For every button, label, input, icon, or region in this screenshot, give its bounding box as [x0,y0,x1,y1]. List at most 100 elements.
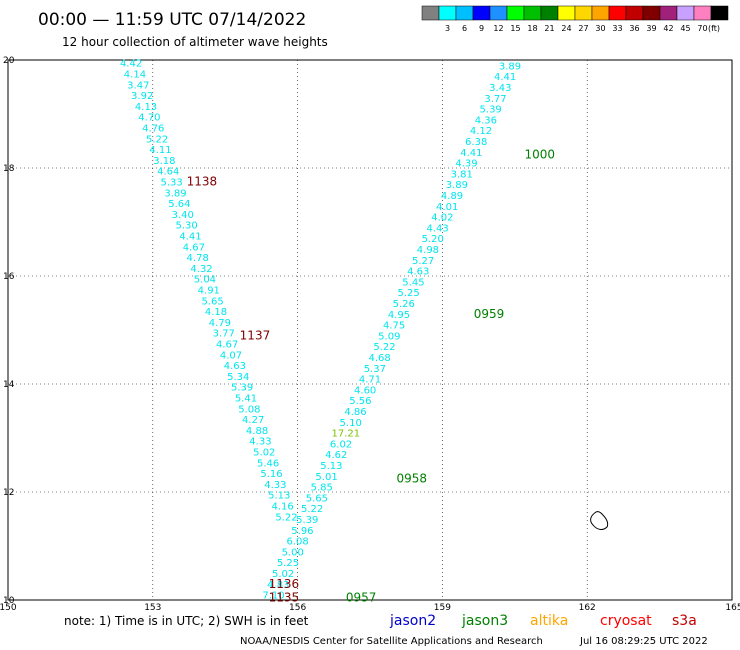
wave-height-label: 4.60 [354,385,376,396]
scale-label: 42 [663,24,673,33]
wave-height-label: 5.27 [412,256,434,267]
pass-time-label: 1137 [240,328,271,342]
x-tick-label: 165 [725,603,740,613]
scale-label: 36 [629,24,639,33]
wave-height-label: 5.01 [315,472,337,483]
wave-height-label: 4.41 [179,232,201,243]
scale-swatch [421,5,440,21]
wave-height-label: 5.22 [275,512,297,523]
page-subtitle: 12 hour collection of altimeter wave hei… [62,35,328,49]
wave-height-label: 4.43 [426,223,448,234]
scale-label: 12 [493,24,503,33]
wave-height-label: 5.56 [349,396,371,407]
wave-height-label: 5.02 [272,569,294,580]
pass-time-label: 0958 [397,472,428,486]
wave-height-label: 4.86 [344,407,366,418]
pass-time-label: 1135 [269,590,300,604]
satellite-altika: altika [530,613,568,629]
wave-height-label: 4.41 [460,148,482,159]
scale-swatch [438,5,457,21]
x-tick-label: 156 [289,603,306,613]
scale-swatch [557,5,576,21]
wave-height-label: 4.27 [242,415,264,426]
wave-height-label: 5.34 [227,372,249,383]
wave-height-label: 5.10 [340,418,362,429]
wave-height-label: 4.39 [455,159,477,170]
wave-height-label: 4.33 [264,480,286,491]
wave-height-label: 7.10 [262,591,284,602]
wave-height-label: 4.32 [190,264,212,275]
wave-height-label: 5.39 [231,383,253,394]
plot-area [7,59,733,601]
grid-lines [8,60,732,600]
scale-label: 6 [462,24,467,33]
wave-height-label: 5.04 [194,275,216,286]
wave-height-label: 4.75 [383,321,405,332]
wave-height-label: 5.20 [422,234,444,245]
wave-height-label: 5.13 [268,491,290,502]
wave-height-label: 4.68 [369,353,391,364]
wave-height-label: 4.11 [149,145,171,156]
scale-label: 27 [578,24,588,33]
scale-label: 15 [510,24,520,33]
wave-height-label: 4.13 [135,102,157,113]
y-tick-label: 18 [3,164,15,174]
wave-height-label: 4.70 [138,113,160,124]
wave-height-label: 5.39 [480,105,502,116]
wave-height-label: 4.62 [325,450,347,461]
wave-height-label: 5.85 [311,483,333,494]
wave-height-label: 5.46 [257,458,279,469]
scale-swatch [642,5,661,21]
satellite-jason3: jason3 [461,613,508,629]
satellite-cryosat: cryosat [600,613,652,629]
scale-label: 30 [595,24,605,33]
scale-label: 9 [479,24,484,33]
wave-height-label: 5.25 [397,288,419,299]
timestamp-text: Jul 16 08:29:25 UTC 2022 [579,636,708,647]
wave-height-label: 4.18 [205,307,227,318]
scale-swatch [591,5,610,21]
x-axis-ticks: 150 153 156 159 162 165 [0,603,740,613]
satellite-jason2: jason2 [389,613,436,629]
scale-swatch [676,5,695,21]
pass-time-label: 0959 [474,307,505,321]
satellite-legend: jason2 jason3 altika cryosat s3a [389,613,697,629]
satellite-s3a: s3a [672,613,697,629]
y-tick-label: 12 [3,488,14,498]
scale-label: 45 [680,24,690,33]
y-tick-label: 20 [3,56,15,66]
wave-height-label: 4.42 [120,59,142,70]
wave-height-label: 5.41 [235,394,257,405]
wave-height-label: 3.89 [499,61,521,72]
scale-swatch [693,5,712,21]
wave-height-label: 5.96 [291,526,313,537]
wave-height-label: 3.81 [451,169,473,180]
x-tick-label: 153 [144,603,161,613]
wave-height-label: 5.16 [260,469,282,480]
scale-label: 21 [544,24,554,33]
wave-height-label: 6.02 [330,439,352,450]
wave-height-label: 4.78 [187,253,209,264]
scale-swatch [489,5,508,21]
wave-height-label: 5.26 [393,299,415,310]
wave-height-label: 4.41 [494,72,516,83]
wave-height-label: 4.63 [224,361,246,372]
wave-height-label: 5.64 [168,199,190,210]
scale-swatch [710,5,729,21]
wave-height-label: 4.83 [267,580,289,591]
scale-label: 33 [612,24,622,33]
page-title: 00:00 — 11:59 UTC 07/14/2022 [38,10,306,30]
wave-height-label: 4.36 [475,115,497,126]
wave-height-label: 4.95 [388,310,410,321]
y-tick-label: 10 [3,596,15,606]
wave-height-label: 6.08 [286,537,308,548]
wave-height-label: 4.79 [209,318,231,329]
land-outline [590,511,609,530]
wave-height-label: 17.21 [332,429,361,440]
wave-height-label: 5.65 [202,296,224,307]
wave-height-label: 4.67 [183,242,205,253]
wave-height-label: 4.14 [124,70,146,81]
wave-height-label: 4.71 [359,375,381,386]
wave-height-label: 3.18 [153,156,175,167]
scale-swatch [625,5,644,21]
